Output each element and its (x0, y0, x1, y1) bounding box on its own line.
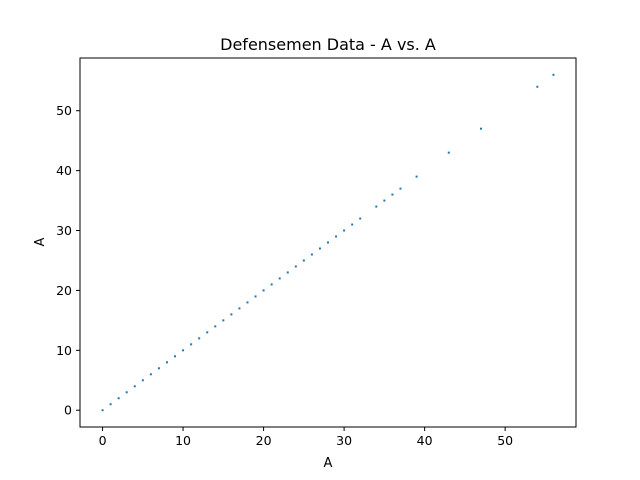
data-point (174, 355, 177, 358)
data-point (536, 85, 539, 88)
data-point (101, 409, 104, 412)
x-tick-label: 20 (256, 433, 272, 448)
x-tick-label: 40 (417, 433, 433, 448)
data-point (214, 325, 217, 328)
x-axis-ticks: 0 10 20 30 40 50 (99, 427, 513, 448)
data-point (206, 331, 209, 334)
data-points (101, 73, 555, 412)
y-tick-label: 10 (56, 343, 72, 358)
data-point (375, 205, 378, 208)
data-point (141, 379, 144, 382)
data-point (254, 295, 257, 298)
x-tick-label: 30 (336, 433, 352, 448)
data-point (391, 193, 394, 196)
x-tick-label: 10 (175, 433, 191, 448)
data-point (262, 289, 265, 292)
data-point (182, 349, 185, 352)
data-point (327, 241, 329, 244)
data-point (222, 319, 225, 322)
data-point (230, 313, 233, 316)
data-point (117, 397, 120, 400)
data-point (343, 229, 346, 232)
y-tick-label: 40 (56, 163, 72, 178)
x-axis-label: A (324, 456, 333, 471)
data-point (415, 175, 418, 178)
data-point (318, 247, 321, 250)
data-point (125, 391, 128, 394)
axes-frame (79, 57, 577, 428)
data-point (351, 223, 354, 226)
data-point (157, 367, 160, 370)
data-point (552, 73, 555, 76)
data-point (165, 361, 168, 364)
data-point (238, 307, 241, 310)
y-tick-label: 20 (56, 283, 72, 298)
y-tick-label: 30 (56, 223, 72, 238)
y-axis-ticks: 0 10 20 30 40 50 (56, 103, 80, 418)
chart-title: Defensemen Data - A vs. A (220, 35, 436, 54)
data-point (399, 187, 402, 190)
data-point (190, 343, 193, 346)
x-tick-label: 50 (497, 433, 513, 448)
y-axis-label: A (33, 237, 48, 246)
data-point (109, 403, 112, 406)
data-point (286, 271, 289, 274)
y-tick-label: 0 (64, 403, 72, 418)
data-point (359, 217, 362, 220)
data-point (198, 337, 201, 340)
x-tick-label: 0 (99, 433, 107, 448)
data-point (310, 253, 313, 256)
data-point (278, 277, 281, 280)
data-point (294, 265, 297, 268)
data-point (270, 283, 273, 286)
data-point (447, 151, 450, 154)
y-tick-label: 50 (56, 103, 72, 118)
data-point (302, 259, 305, 262)
data-point (383, 199, 386, 202)
data-point (133, 385, 136, 388)
data-point (335, 235, 338, 238)
data-point (149, 373, 152, 376)
data-point (246, 301, 249, 304)
data-point (479, 127, 482, 130)
